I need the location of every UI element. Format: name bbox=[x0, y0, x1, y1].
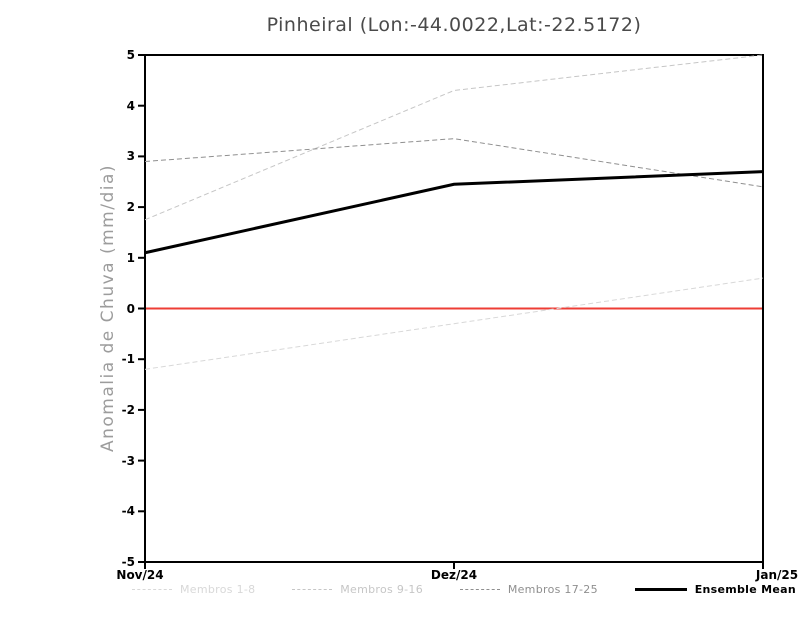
legend: Membros 1-8 Membros 9-16 Membros 17-25 Ense… bbox=[0, 583, 800, 596]
series-line-membros-9-16 bbox=[144, 54, 764, 221]
series-line-membros-1-8 bbox=[144, 277, 764, 370]
y-tick-label: 5 bbox=[126, 48, 135, 62]
y-tick-label: -3 bbox=[121, 453, 135, 468]
series-line-membros-17-25 bbox=[144, 138, 764, 188]
y-tick-label: 2 bbox=[126, 200, 135, 215]
y-tick-label: 3 bbox=[126, 149, 135, 164]
x-tick-label: Dez/24 bbox=[430, 568, 478, 582]
legend-item: Ensemble Mean bbox=[634, 583, 796, 596]
chart-title: Pinheiral (Lon:-44.0022,Lat:-22.5172) bbox=[266, 14, 642, 36]
legend-line-swatch bbox=[459, 589, 500, 590]
legend-line-swatch bbox=[132, 589, 172, 590]
y-tick-label: -2 bbox=[121, 402, 135, 417]
legend-item: Membros 17-25 bbox=[459, 583, 598, 596]
x-tick-label: Nov/24 bbox=[116, 568, 164, 582]
y-tick-label: 0 bbox=[126, 301, 135, 316]
legend-item: Membros 1-8 bbox=[132, 583, 255, 596]
x-tick-label: Jan/25 bbox=[755, 568, 799, 582]
y-tick-label: 1 bbox=[126, 250, 135, 265]
legend-label: Membros 1-8 bbox=[180, 583, 256, 596]
series-line-ensemble-mean bbox=[144, 170, 764, 255]
legend-item: Membros 9-16 bbox=[292, 583, 423, 596]
y-tick-label: -1 bbox=[121, 352, 135, 367]
y-tick-label: -5 bbox=[121, 555, 135, 569]
legend-label: Membros 9-16 bbox=[340, 583, 424, 596]
legend-label: Membros 17-25 bbox=[507, 583, 598, 596]
y-tick-label: -4 bbox=[121, 504, 135, 519]
legend-label: Ensemble Mean bbox=[694, 583, 796, 596]
legend-line-swatch bbox=[292, 589, 333, 590]
y-tick-label: 4 bbox=[126, 98, 135, 113]
legend-line-swatch bbox=[634, 588, 687, 591]
